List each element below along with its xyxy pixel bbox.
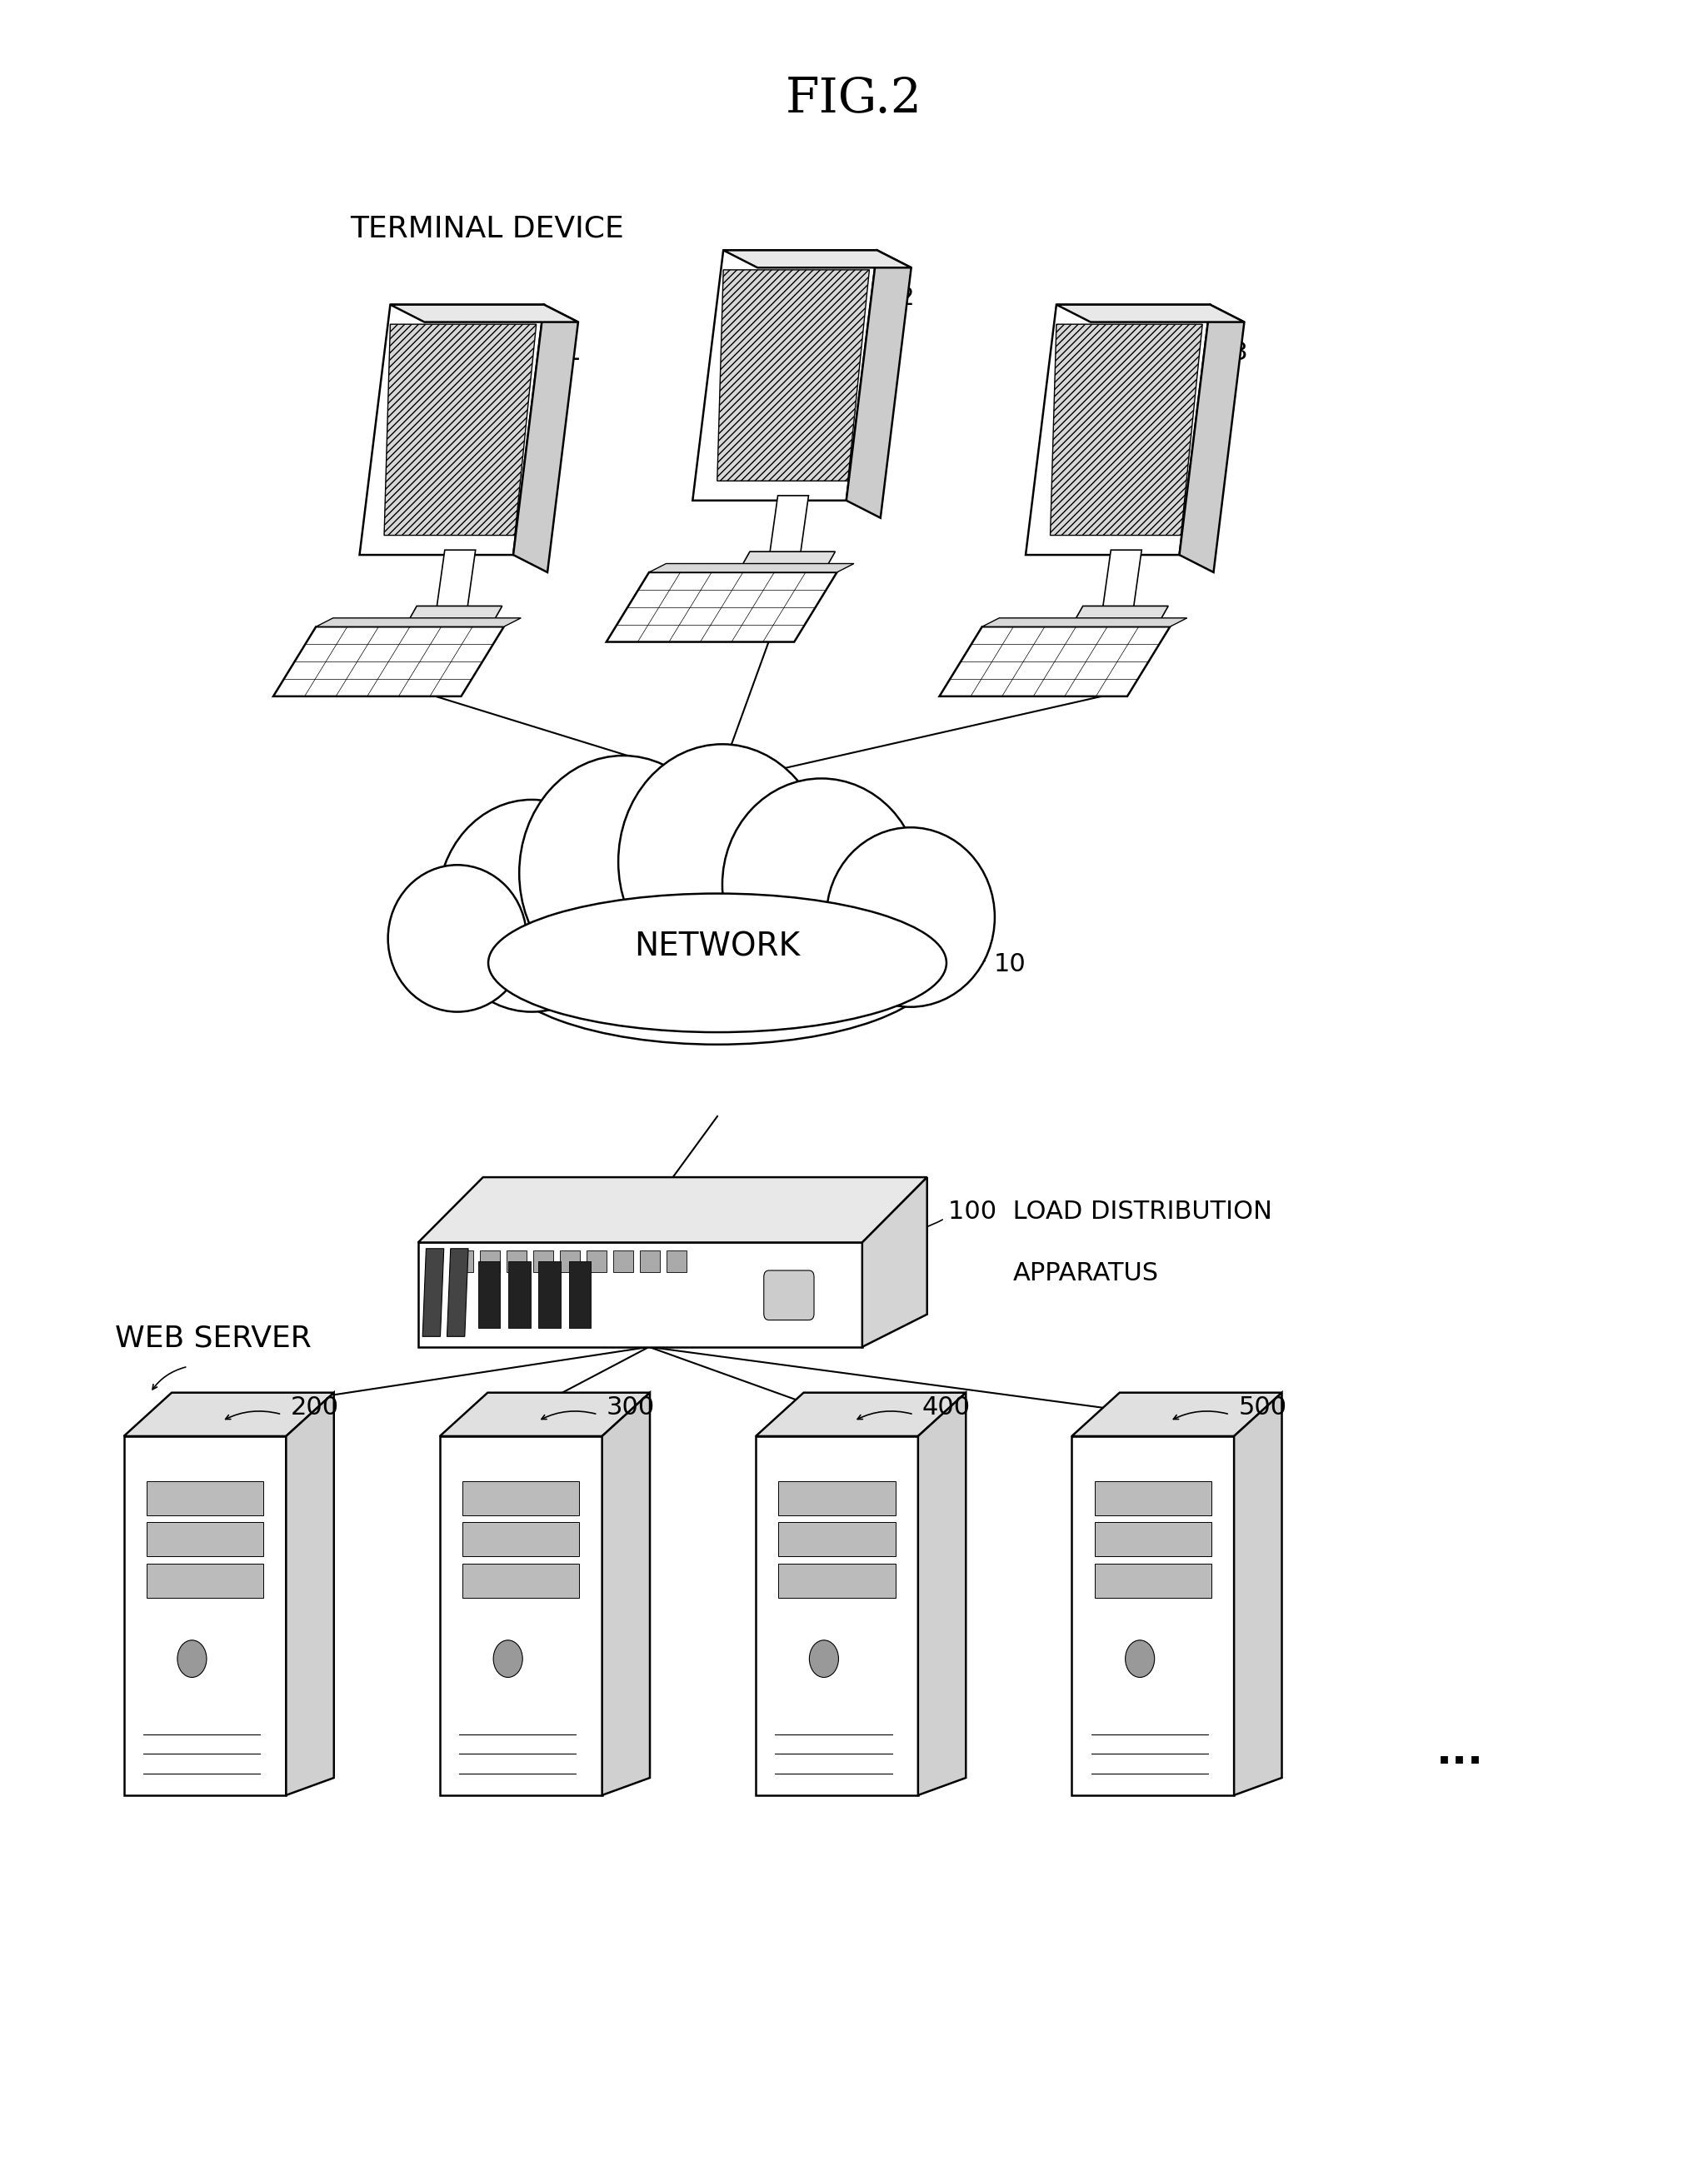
Polygon shape xyxy=(649,564,854,572)
Text: 100  LOAD DISTRIBUTION: 100 LOAD DISTRIBUTION xyxy=(948,1199,1272,1225)
Polygon shape xyxy=(384,324,536,535)
Polygon shape xyxy=(147,1482,263,1514)
Polygon shape xyxy=(478,1262,500,1327)
Polygon shape xyxy=(316,618,521,627)
Polygon shape xyxy=(1073,1436,1233,1795)
Polygon shape xyxy=(147,1565,263,1597)
Polygon shape xyxy=(285,1393,333,1795)
Text: 21: 21 xyxy=(550,339,582,366)
Polygon shape xyxy=(755,1393,967,1436)
Polygon shape xyxy=(391,305,577,322)
Polygon shape xyxy=(693,250,878,500)
Circle shape xyxy=(178,1641,207,1678)
Polygon shape xyxy=(447,1249,468,1336)
Polygon shape xyxy=(919,1393,967,1795)
Polygon shape xyxy=(441,1436,603,1795)
Polygon shape xyxy=(1050,324,1202,535)
Text: 500: 500 xyxy=(1238,1395,1286,1421)
Polygon shape xyxy=(982,618,1187,627)
Polygon shape xyxy=(123,1393,333,1436)
Polygon shape xyxy=(863,1177,927,1347)
Polygon shape xyxy=(509,1262,531,1327)
Text: 23: 23 xyxy=(1216,339,1249,366)
Text: NETWORK: NETWORK xyxy=(634,931,801,962)
Polygon shape xyxy=(588,1251,606,1271)
Text: ...: ... xyxy=(1436,1732,1484,1771)
Ellipse shape xyxy=(495,881,939,1044)
Polygon shape xyxy=(147,1523,263,1556)
Polygon shape xyxy=(463,1482,579,1514)
Polygon shape xyxy=(1095,1482,1211,1514)
Polygon shape xyxy=(463,1523,579,1556)
Polygon shape xyxy=(1233,1393,1281,1795)
Ellipse shape xyxy=(519,755,728,990)
Polygon shape xyxy=(436,551,475,616)
Polygon shape xyxy=(401,607,502,633)
Polygon shape xyxy=(606,572,837,642)
Polygon shape xyxy=(603,1393,651,1795)
Polygon shape xyxy=(1102,551,1141,616)
Polygon shape xyxy=(1025,305,1209,555)
Polygon shape xyxy=(779,1482,895,1514)
Polygon shape xyxy=(640,1251,659,1271)
Text: APPARATUS: APPARATUS xyxy=(1013,1260,1158,1286)
Polygon shape xyxy=(1073,1393,1281,1436)
Polygon shape xyxy=(939,627,1170,696)
Text: 300: 300 xyxy=(606,1395,654,1421)
Circle shape xyxy=(1126,1641,1155,1678)
Polygon shape xyxy=(422,1249,444,1336)
Ellipse shape xyxy=(827,827,994,1007)
Polygon shape xyxy=(360,305,543,555)
Polygon shape xyxy=(480,1251,500,1271)
Polygon shape xyxy=(613,1251,634,1271)
Polygon shape xyxy=(779,1565,895,1597)
Text: TERMINAL DEVICE: TERMINAL DEVICE xyxy=(350,213,623,244)
Polygon shape xyxy=(418,1242,863,1347)
Polygon shape xyxy=(533,1251,553,1271)
Polygon shape xyxy=(560,1251,581,1271)
Polygon shape xyxy=(1068,607,1168,633)
Polygon shape xyxy=(463,1565,579,1597)
Text: 10: 10 xyxy=(994,951,1027,977)
Polygon shape xyxy=(454,1251,473,1271)
Ellipse shape xyxy=(437,799,625,1012)
Text: 22: 22 xyxy=(883,285,915,311)
Polygon shape xyxy=(441,1393,651,1436)
Polygon shape xyxy=(538,1262,560,1327)
Ellipse shape xyxy=(722,779,921,990)
FancyBboxPatch shape xyxy=(763,1271,815,1321)
Circle shape xyxy=(494,1641,523,1678)
Polygon shape xyxy=(769,496,808,561)
Ellipse shape xyxy=(388,864,526,1012)
Text: 200: 200 xyxy=(290,1395,338,1421)
Polygon shape xyxy=(123,1436,285,1795)
Text: WEB SERVER: WEB SERVER xyxy=(116,1323,311,1353)
Text: FIG.2: FIG.2 xyxy=(786,76,922,122)
Polygon shape xyxy=(847,250,912,518)
Polygon shape xyxy=(779,1523,895,1556)
Polygon shape xyxy=(734,551,835,579)
Polygon shape xyxy=(569,1262,591,1327)
Polygon shape xyxy=(1179,305,1243,572)
Polygon shape xyxy=(1095,1523,1211,1556)
Polygon shape xyxy=(724,250,912,268)
Ellipse shape xyxy=(618,744,827,979)
Polygon shape xyxy=(1095,1565,1211,1597)
Text: 400: 400 xyxy=(922,1395,970,1421)
Polygon shape xyxy=(273,627,504,696)
Polygon shape xyxy=(512,305,577,572)
Circle shape xyxy=(810,1641,839,1678)
Polygon shape xyxy=(507,1251,526,1271)
Polygon shape xyxy=(1056,305,1243,322)
Polygon shape xyxy=(666,1251,687,1271)
Polygon shape xyxy=(418,1177,927,1242)
Ellipse shape xyxy=(488,894,946,1031)
Polygon shape xyxy=(755,1436,919,1795)
Polygon shape xyxy=(717,270,869,481)
